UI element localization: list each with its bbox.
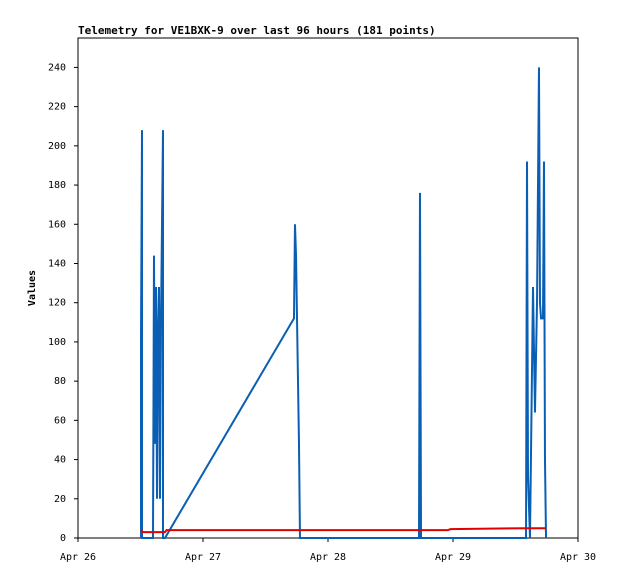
y-tick-label: 80 <box>54 376 66 387</box>
y-tick-label: 0 <box>60 533 66 544</box>
x-tick-label: Apr 26 <box>60 552 96 563</box>
series-line <box>140 527 547 534</box>
y-tick-label: 20 <box>54 494 66 505</box>
x-tick-label: Apr 29 <box>435 552 471 563</box>
y-tick-label: 60 <box>54 415 66 426</box>
y-tick-label: 200 <box>48 141 66 152</box>
x-tick-label: Apr 30 <box>560 552 596 563</box>
y-axis-label: Values <box>27 270 38 306</box>
y-tick-label: 240 <box>48 62 66 73</box>
y-tick-label: 180 <box>48 180 66 191</box>
x-tick-label: Apr 28 <box>310 552 346 563</box>
y-tick-label: 160 <box>48 219 66 230</box>
y-tick-label: 120 <box>48 298 66 309</box>
y-tick-label: 40 <box>54 455 66 466</box>
chart-title: Telemetry for VE1BXK-9 over last 96 hour… <box>78 24 436 37</box>
series-line <box>140 67 548 539</box>
y-tick-label: 220 <box>48 102 66 113</box>
x-tick-label: Apr 27 <box>185 552 221 563</box>
y-tick-label: 100 <box>48 337 66 348</box>
y-tick-label: 140 <box>48 258 66 269</box>
